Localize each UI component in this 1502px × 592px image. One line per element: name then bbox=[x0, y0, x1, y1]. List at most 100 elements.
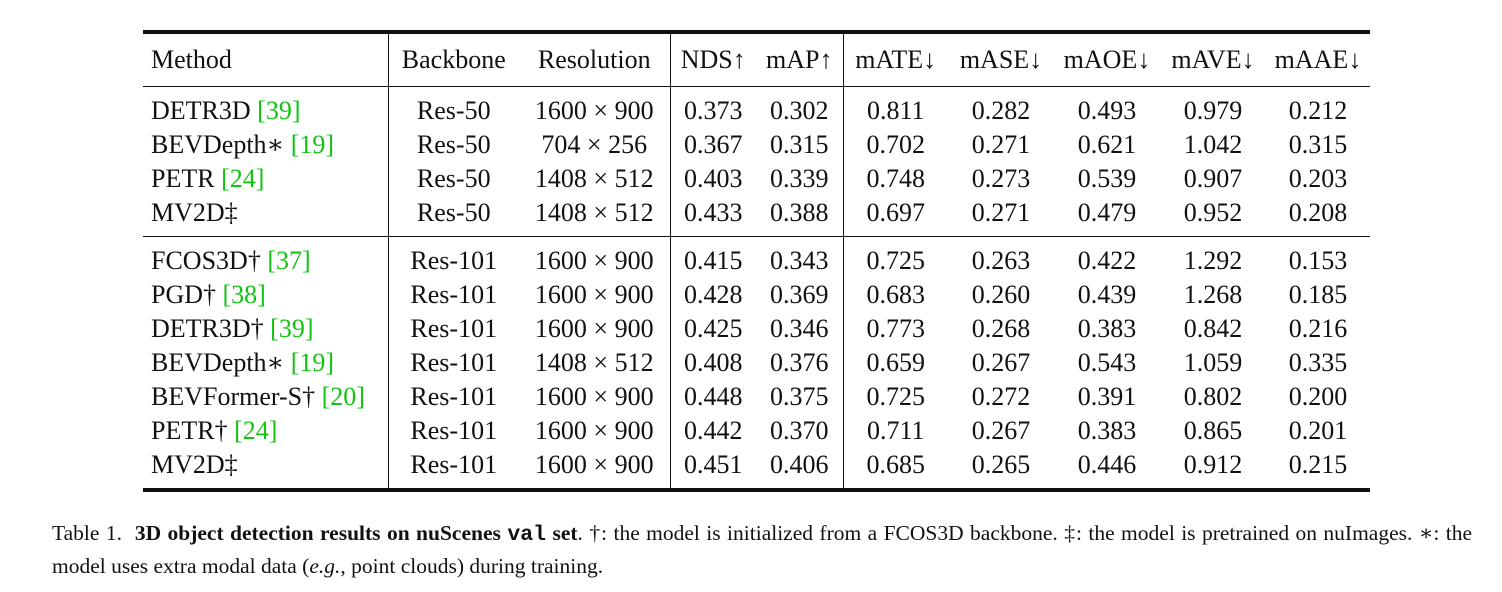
table-row: PETR [24] Res-50 1408 × 512 0.403 0.339 0.748… bbox=[143, 162, 1370, 196]
cell-maoe: 0.621 bbox=[1077, 130, 1137, 159]
cell-method: DETR3D [39] bbox=[143, 86, 389, 128]
cell-maoe: 0.383 bbox=[1077, 416, 1137, 445]
citation-link[interactable]: [19] bbox=[290, 348, 335, 377]
cell-nds: 0.403 bbox=[684, 164, 743, 193]
cell-maae: 0.335 bbox=[1288, 348, 1348, 377]
cell-resolution: 1408 × 512 bbox=[519, 196, 671, 237]
cell-backbone: Res-101 bbox=[410, 382, 498, 411]
cell-maoe: 0.493 bbox=[1077, 96, 1137, 125]
cell-mave: 0.912 bbox=[1183, 450, 1243, 479]
cell-maae: 0.212 bbox=[1288, 96, 1348, 125]
cell-resolution: 1600 × 900 bbox=[519, 312, 671, 346]
cell-resolution: 1600 × 900 bbox=[519, 448, 671, 490]
cell-mave: 1.268 bbox=[1183, 280, 1243, 309]
cell-mase: 0.263 bbox=[971, 246, 1031, 275]
cell-maoe: 0.543 bbox=[1077, 348, 1137, 377]
cell-method: BEVFormer-S† [20] bbox=[143, 380, 389, 414]
cell-method: FCOS3D† [37] bbox=[143, 236, 389, 278]
cell-backbone: Res-101 bbox=[410, 348, 498, 377]
citation-link[interactable]: [37] bbox=[267, 246, 311, 275]
cell-resolution: 1600 × 900 bbox=[519, 414, 671, 448]
header-mate: mATE↓ bbox=[855, 45, 937, 74]
cell-backbone: Res-50 bbox=[416, 198, 491, 227]
caption-title: 3D object detection results on nuScenes … bbox=[134, 521, 578, 547]
cell-mave: 1.292 bbox=[1183, 246, 1243, 275]
cell-mate: 0.702 bbox=[866, 130, 926, 159]
cell-maae: 0.216 bbox=[1288, 314, 1348, 343]
cell-mave: 1.042 bbox=[1183, 130, 1243, 159]
cell-maoe: 0.479 bbox=[1077, 198, 1137, 227]
cell-backbone: Res-50 bbox=[416, 164, 491, 193]
cell-method: BEVDepth∗ [19] bbox=[143, 128, 389, 162]
table-row: BEVDepth∗ [19] Res-50 704 × 256 0.367 0.315 0… bbox=[143, 128, 1370, 162]
cell-map: 0.339 bbox=[756, 162, 844, 196]
cell-maae: 0.208 bbox=[1288, 198, 1348, 227]
cell-mase: 0.265 bbox=[971, 450, 1031, 479]
citation-link[interactable]: [19] bbox=[290, 130, 335, 159]
cell-map: 0.369 bbox=[756, 278, 844, 312]
cell-resolution: 1600 × 900 bbox=[519, 86, 671, 128]
cell-mave: 0.979 bbox=[1183, 96, 1243, 125]
citation-link[interactable]: [24] bbox=[221, 164, 265, 193]
header-row: Method Backbone Resolution NDS↑ mAP↑ mAT… bbox=[143, 32, 1370, 87]
table-row: DETR3D [39] Res-50 1600 × 900 0.373 0.302 0.8… bbox=[143, 86, 1370, 128]
cell-map: 0.302 bbox=[756, 86, 844, 128]
method-name: MV2D‡ bbox=[151, 198, 238, 227]
cell-mase: 0.271 bbox=[971, 198, 1031, 227]
cell-map: 0.370 bbox=[756, 414, 844, 448]
cell-maoe: 0.391 bbox=[1077, 382, 1137, 411]
cell-resolution: 1408 × 512 bbox=[519, 162, 671, 196]
cell-maoe: 0.439 bbox=[1077, 280, 1137, 309]
cell-nds: 0.415 bbox=[684, 246, 743, 275]
cell-maae: 0.200 bbox=[1288, 382, 1348, 411]
cell-map: 0.388 bbox=[756, 196, 844, 237]
cell-nds: 0.425 bbox=[684, 314, 743, 343]
cell-backbone: Res-101 bbox=[410, 280, 498, 309]
header-backbone: Backbone bbox=[401, 45, 506, 74]
cell-mase: 0.272 bbox=[971, 382, 1031, 411]
table-row: PGD† [38] Res-101 1600 × 900 0.428 0.369 0.68… bbox=[143, 278, 1370, 312]
header-mase: mASE↓ bbox=[959, 45, 1043, 74]
method-name: FCOS3D† bbox=[151, 246, 268, 275]
cell-backbone: Res-101 bbox=[410, 314, 498, 343]
citation-link[interactable]: [39] bbox=[257, 96, 301, 125]
cell-mave: 0.952 bbox=[1183, 198, 1243, 227]
cell-map: 0.376 bbox=[756, 346, 844, 380]
cell-mave: 0.907 bbox=[1183, 164, 1243, 193]
cell-backbone: Res-50 bbox=[416, 96, 491, 125]
table-body: DETR3D [39] Res-50 1600 × 900 0.373 0.302 0.8… bbox=[143, 86, 1370, 490]
table-row: PETR† [24] Res-101 1600 × 900 0.442 0.370 0.7… bbox=[143, 414, 1370, 448]
cell-maae: 0.185 bbox=[1288, 280, 1348, 309]
method-name: BEVFormer-S† bbox=[151, 382, 322, 411]
cell-nds: 0.373 bbox=[684, 96, 743, 125]
citation-link[interactable]: [20] bbox=[321, 382, 365, 411]
cell-mase: 0.282 bbox=[971, 96, 1031, 125]
cell-maae: 0.201 bbox=[1288, 416, 1348, 445]
table-row: BEVFormer-S† [20] Res-101 1600 × 900 0.448 0… bbox=[143, 380, 1370, 414]
method-name: DETR3D bbox=[151, 96, 258, 125]
table-row: DETR3D† [39] Res-101 1600 × 900 0.425 0.346 0… bbox=[143, 312, 1370, 346]
cell-resolution: 1408 × 512 bbox=[519, 346, 671, 380]
method-name: DETR3D† bbox=[151, 314, 271, 343]
method-name: PETR† bbox=[151, 416, 235, 445]
table-caption: Table 1. 3D object detection results on … bbox=[52, 518, 1472, 582]
citation-link[interactable]: [24] bbox=[234, 416, 278, 445]
cell-mase: 0.267 bbox=[971, 416, 1031, 445]
cell-mate: 0.773 bbox=[866, 314, 926, 343]
method-name: BEVDepth∗ bbox=[151, 130, 291, 159]
cell-maoe: 0.422 bbox=[1077, 246, 1137, 275]
table-row: MV2D‡ Res-101 1600 × 900 0.451 0.406 0.685 0.2… bbox=[143, 448, 1370, 490]
cell-mate: 0.811 bbox=[866, 96, 925, 125]
citation-link[interactable]: [38] bbox=[222, 280, 266, 309]
citation-link[interactable]: [39] bbox=[270, 314, 314, 343]
cell-map: 0.346 bbox=[756, 312, 844, 346]
cell-mase: 0.260 bbox=[971, 280, 1031, 309]
header-map: mAP↑ bbox=[756, 32, 844, 87]
cell-resolution: 704 × 256 bbox=[519, 128, 671, 162]
caption-italic: e.g. bbox=[309, 554, 341, 578]
cell-mave: 1.059 bbox=[1183, 348, 1243, 377]
header-method: Method bbox=[143, 32, 389, 87]
method-name: BEVDepth∗ bbox=[151, 348, 291, 377]
header-nds: NDS↑ bbox=[680, 45, 746, 74]
header-maae: mAAE↓ bbox=[1274, 45, 1362, 74]
